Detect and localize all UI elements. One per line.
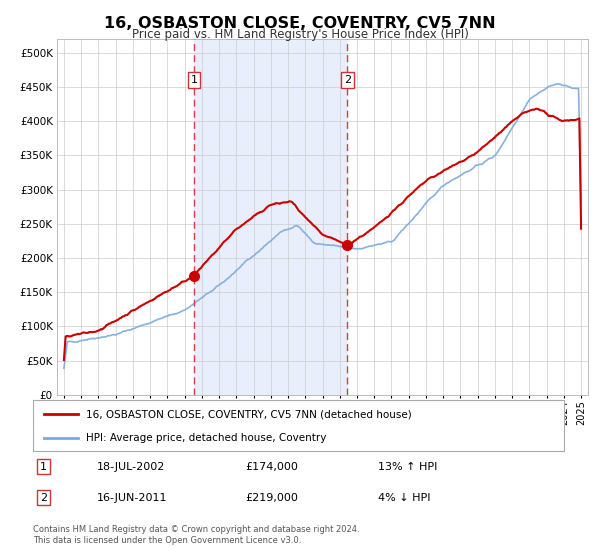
FancyBboxPatch shape [33,400,564,451]
Text: 2: 2 [344,75,351,85]
Text: HPI: Average price, detached house, Coventry: HPI: Average price, detached house, Cove… [86,433,326,443]
Text: 18-JUL-2002: 18-JUL-2002 [97,461,165,472]
Text: 16-JUN-2011: 16-JUN-2011 [97,493,167,503]
Text: 4% ↓ HPI: 4% ↓ HPI [378,493,431,503]
Text: 16, OSBASTON CLOSE, COVENTRY, CV5 7NN: 16, OSBASTON CLOSE, COVENTRY, CV5 7NN [104,16,496,31]
Text: 13% ↑ HPI: 13% ↑ HPI [378,461,437,472]
Text: This data is licensed under the Open Government Licence v3.0.: This data is licensed under the Open Gov… [33,536,301,545]
Text: £219,000: £219,000 [245,493,298,503]
Text: Contains HM Land Registry data © Crown copyright and database right 2024.: Contains HM Land Registry data © Crown c… [33,525,359,534]
Text: Price paid vs. HM Land Registry's House Price Index (HPI): Price paid vs. HM Land Registry's House … [131,28,469,41]
Text: 16, OSBASTON CLOSE, COVENTRY, CV5 7NN (detached house): 16, OSBASTON CLOSE, COVENTRY, CV5 7NN (d… [86,409,412,419]
Text: 1: 1 [190,75,197,85]
Bar [194,39,347,395]
Text: 1: 1 [40,461,47,472]
Text: £174,000: £174,000 [245,461,298,472]
Text: 2: 2 [40,493,47,503]
